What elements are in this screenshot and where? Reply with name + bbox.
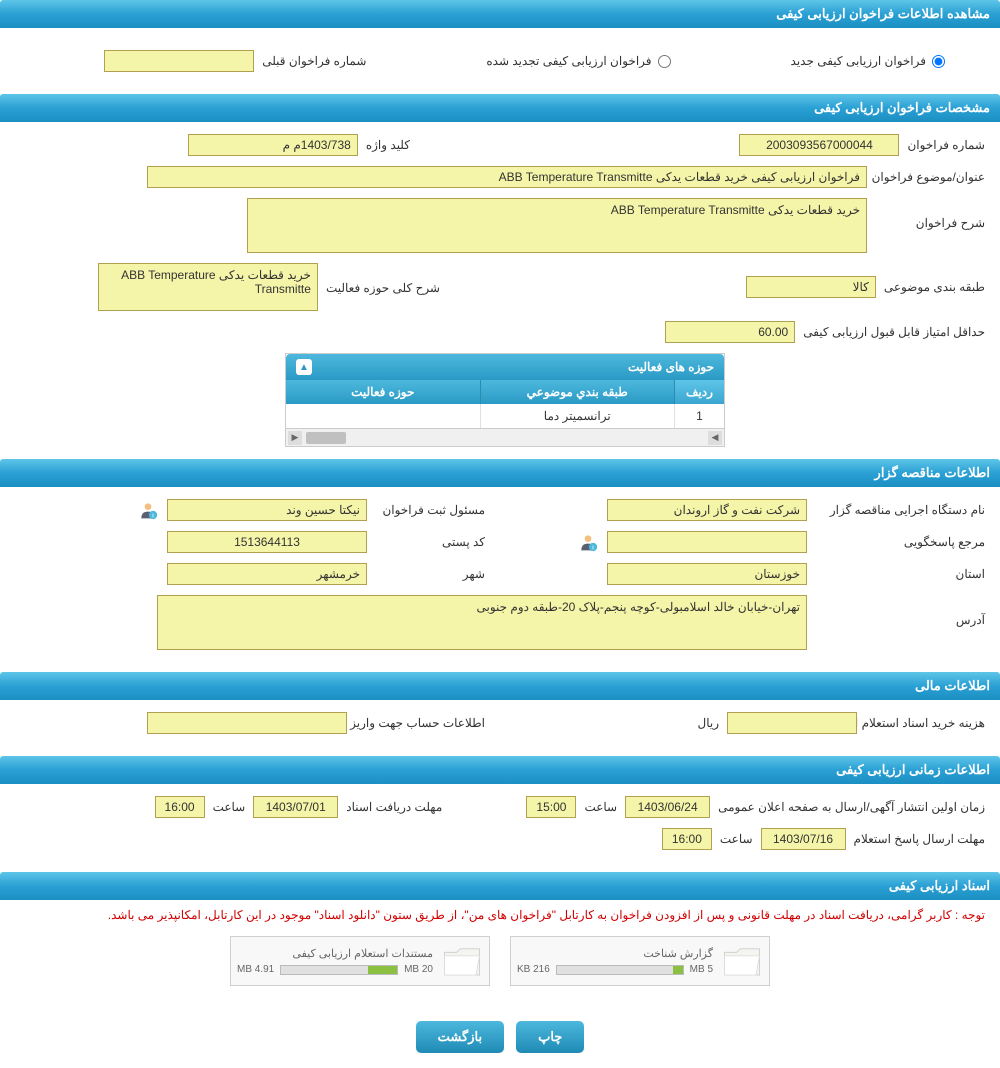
prev-call-value [104, 50, 254, 72]
prev-call-label: شماره فراخوان قبلی [262, 54, 366, 68]
scope-label: شرح کلی حوزه فعالیت [326, 281, 440, 295]
section-header-tenderer: اطلاعات مناقصه گزار [0, 459, 1000, 487]
response-deadline-label: مهلت ارسال پاسخ استعلام [854, 832, 985, 846]
scroll-right-icon[interactable]: ▶ [288, 431, 302, 445]
deadline-time: 16:00 [155, 796, 205, 818]
deadline-date: 1403/07/01 [253, 796, 338, 818]
desc-value: خرید قطعات یدکی ABB Temperature Transmit… [247, 198, 867, 253]
desc-label: شرح فراخوان [875, 216, 985, 230]
city-label: شهر [375, 567, 485, 581]
radio-renewed-call-label: فراخوان ارزیابی کیفی تجدید شده [486, 54, 651, 68]
publish-date: 1403/06/24 [625, 796, 710, 818]
response-ref-label: مرجع پاسخگویی [815, 535, 985, 549]
title-value: فراخوان ارزیابی کیفی خرید قطعات یدکی ABB… [147, 166, 867, 188]
deadline-label: مهلت دریافت اسناد [346, 800, 442, 814]
registrar-label: مسئول ثبت فراخوان [375, 503, 485, 517]
progress-bar [556, 965, 684, 975]
postal-label: کد پستی [375, 535, 485, 549]
call-number-value: 2003093567000044 [739, 134, 899, 156]
scroll-thumb[interactable] [306, 432, 346, 444]
doc-used: 4.91 MB [237, 964, 274, 975]
account-info-value [147, 712, 347, 734]
hour-label: ساعت [720, 832, 753, 846]
min-score-value: 60.00 [665, 321, 795, 343]
folder-icon [721, 943, 763, 979]
doc-total: 20 MB [404, 964, 433, 975]
back-button[interactable]: بازگشت [416, 1021, 504, 1053]
doc-title: مستندات استعلام ارزیابی کیفی [237, 947, 433, 960]
title-label: عنوان/موضوع فراخوان [875, 170, 985, 184]
province-value: خوزستان [607, 563, 807, 585]
org-value: شرکت نفت و گاز اروندان [607, 499, 807, 521]
registrar-value: نیکتا حسین وند [167, 499, 367, 521]
doc-title: گزارش شناخت [517, 947, 713, 960]
activity-table: حوزه های فعالیت ▲ ردیف طبقه بندي موضوعي … [285, 353, 725, 447]
horizontal-scrollbar[interactable]: ◀ ▶ [286, 428, 724, 446]
print-button[interactable]: چاپ [516, 1021, 584, 1053]
min-score-label: حداقل امتیاز قابل قبول ارزیابی کیفی [803, 325, 985, 339]
folder-icon [441, 943, 483, 979]
doc-cost-value [727, 712, 857, 734]
row-scope [286, 404, 480, 428]
postal-value: 1513644113 [167, 531, 367, 553]
row-category: ترانسمیتر دما [480, 404, 675, 428]
scope-value: خرید قطعات یدکی ABB Temperature Transmit… [98, 263, 318, 311]
city-value: خرمشهر [167, 563, 367, 585]
collapse-icon[interactable]: ▲ [296, 359, 312, 375]
response-ref-value [607, 531, 807, 553]
doc-item[interactable]: مستندات استعلام ارزیابی کیفی 20 MB 4.91 … [230, 936, 490, 986]
section-header-time: اطلاعات زمانی ارزیابی کیفی [0, 756, 1000, 784]
hour-label: ساعت [584, 800, 617, 814]
user-icon: i [577, 531, 599, 553]
org-label: نام دستگاه اجرایی مناقصه گزار [815, 503, 985, 517]
section-header-view-info: مشاهده اطلاعات فراخوان ارزیابی کیفی [0, 0, 1000, 28]
doc-used: 216 KB [517, 964, 550, 975]
radio-new-call[interactable]: فراخوان ارزیابی کیفی جدید [791, 54, 945, 68]
response-time: 16:00 [662, 828, 712, 850]
hour-label: ساعت [213, 800, 246, 814]
doc-item[interactable]: گزارش شناخت 5 MB 216 KB [510, 936, 770, 986]
response-date: 1403/07/16 [761, 828, 846, 850]
activity-table-header: ردیف طبقه بندي موضوعي حوزه فعاليت [286, 380, 724, 404]
radio-new-call-label: فراخوان ارزیابی کیفی جدید [791, 54, 926, 68]
address-value: تهران-خیابان خالد اسلامبولی-کوچه پنجم-پل… [157, 595, 807, 650]
section-header-financial: اطلاعات مالی [0, 672, 1000, 700]
address-label: آدرس [815, 613, 985, 627]
account-info-label: اطلاعات حساب جهت واریز هزینه خرید اسناد [355, 716, 485, 730]
currency-label: ریال [697, 716, 719, 730]
call-number-label: شماره فراخوان [907, 138, 985, 152]
user-icon: i [137, 499, 159, 521]
section-header-documents: اسناد ارزیابی کیفی [0, 872, 1000, 900]
publish-time: 15:00 [526, 796, 576, 818]
col-category-header: طبقه بندي موضوعي [480, 380, 675, 404]
table-row: 1 ترانسمیتر دما [286, 404, 724, 428]
progress-bar [280, 965, 398, 975]
doc-cost-label: هزینه خرید اسناد استعلام ارزیابی کیفی [865, 716, 985, 730]
notice-text: توجه : کاربر گرامی، دریافت اسناد در مهلت… [0, 900, 1000, 926]
col-row-header: ردیف [674, 380, 724, 404]
section-header-call-spec: مشخصات فراخوان ارزیابی کیفی [0, 94, 1000, 122]
scroll-left-icon[interactable]: ◀ [708, 431, 722, 445]
col-scope-header: حوزه فعاليت [286, 380, 480, 404]
publish-label: زمان اولین انتشار آگهی/ارسال به صفحه اعل… [718, 800, 985, 814]
doc-total: 5 MB [690, 964, 713, 975]
row-index: 1 [674, 404, 724, 428]
keyword-value: 1403/738م م [188, 134, 358, 156]
category-label: طبقه بندی موضوعی [884, 280, 985, 294]
activity-table-title: حوزه های فعالیت [628, 360, 714, 374]
radio-renewed-call[interactable]: فراخوان ارزیابی کیفی تجدید شده [486, 54, 670, 68]
category-value: کالا [746, 276, 876, 298]
keyword-label: کلید واژه [366, 138, 410, 152]
province-label: استان [815, 567, 985, 581]
